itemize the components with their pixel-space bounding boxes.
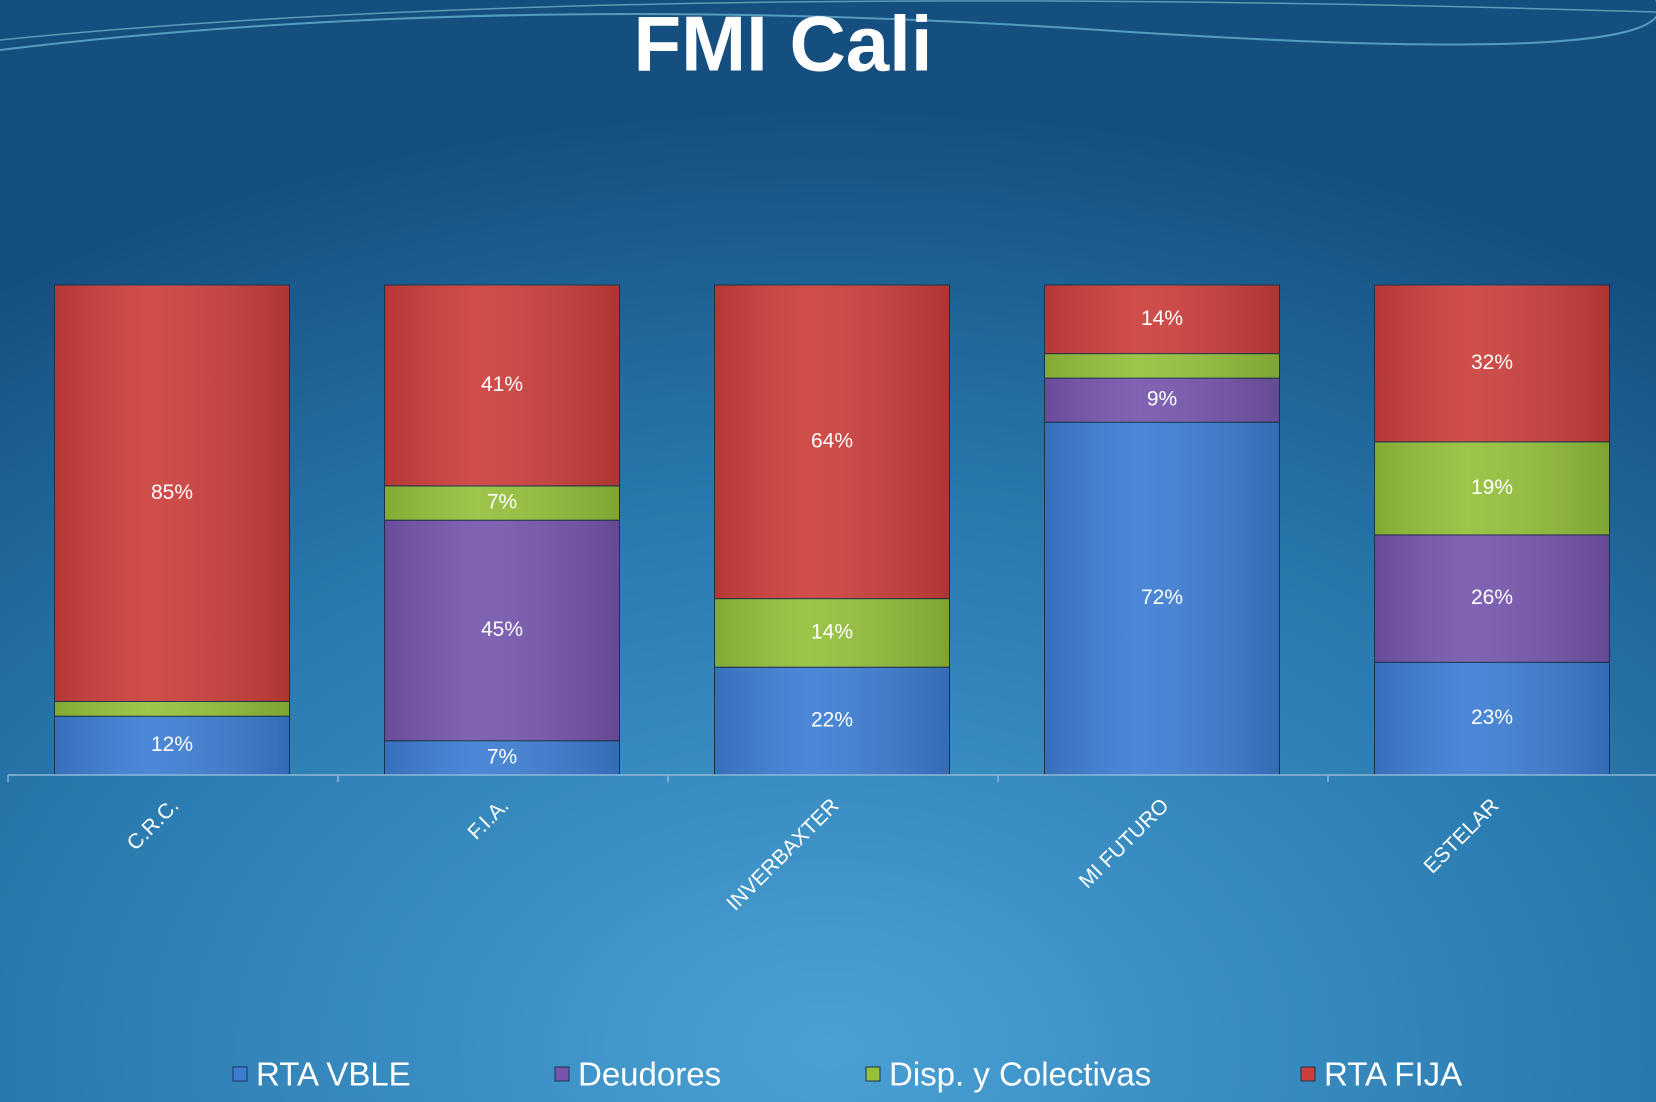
data-label: 41% [481,373,523,396]
data-label: 9% [1147,388,1177,411]
decoration [0,0,1656,51]
data-label: 14% [811,620,853,643]
legend-swatch [865,1066,881,1082]
legend-label: Deudores [578,1056,721,1093]
bar-shade [54,285,290,702]
bar-shade [714,285,950,599]
bar-shade [714,667,950,775]
bar-shade [1374,285,1610,442]
data-label: 32% [1471,351,1513,374]
data-label: 7% [487,491,517,514]
bar-shade [1044,422,1280,775]
legend-swatch [1300,1066,1316,1082]
data-label: 45% [481,618,523,641]
legend-label: RTA VBLE [256,1056,411,1093]
legend-swatch [554,1066,570,1082]
bar-shade [54,701,290,717]
bar-shade [1044,285,1280,354]
bar-shade [1044,353,1280,379]
bar-shade [384,740,620,775]
bar-shade [1044,378,1280,423]
data-label: 12% [151,733,193,756]
data-label: 85% [151,481,193,504]
bar-shade [714,598,950,668]
bar-shade [384,285,620,486]
legend-label: RTA FIJA [1324,1056,1462,1093]
data-label: 72% [1141,586,1183,609]
bar-shade [54,716,290,775]
bar-shade [1374,534,1610,663]
data-label: 23% [1471,706,1513,729]
data-label: 26% [1471,586,1513,609]
data-label: 19% [1471,476,1513,499]
data-label: 64% [811,429,853,452]
chart-title: FMI Cali [633,0,932,88]
legend-swatch [232,1066,248,1082]
data-label: 14% [1141,307,1183,330]
data-label: 22% [811,709,853,732]
data-label: 7% [487,745,517,768]
bar-shade [1374,662,1610,775]
bar-shade [384,485,620,521]
legend-label: Disp. y Colectivas [889,1056,1151,1093]
bar-shade [384,520,620,741]
bar-shade [1374,441,1610,535]
decoration [0,0,1656,41]
